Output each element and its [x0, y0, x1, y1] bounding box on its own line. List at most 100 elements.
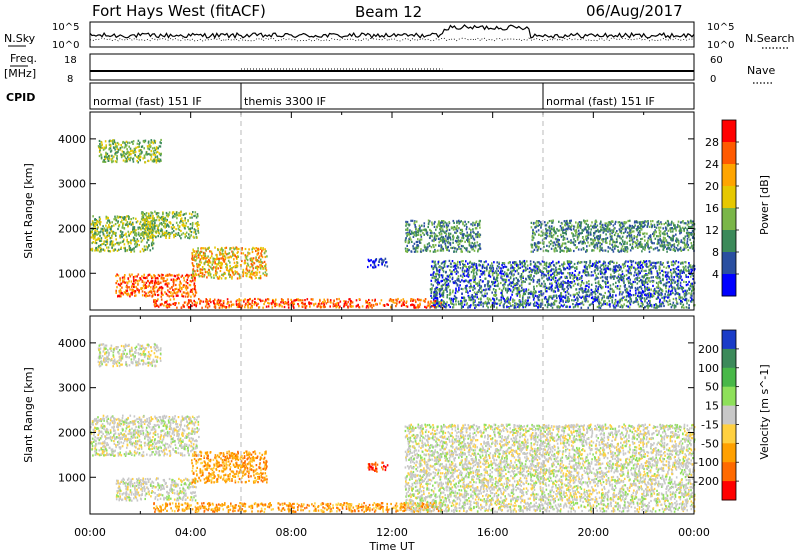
range-gate-cell — [509, 289, 512, 292]
range-gate-cell — [682, 265, 685, 269]
range-gate-cell — [173, 298, 175, 301]
range-gate-cell — [609, 262, 611, 266]
range-gate-cell — [494, 291, 497, 294]
range-gate-cell — [182, 291, 185, 294]
range-gate-cell — [103, 227, 106, 230]
range-gate-cell — [114, 151, 117, 154]
range-gate-cell — [442, 247, 444, 250]
range-gate-cell — [231, 250, 233, 253]
range-gate-cell — [621, 299, 623, 302]
range-gate-cell — [528, 303, 531, 306]
range-gate-cell — [565, 294, 567, 297]
range-gate-cell — [691, 273, 693, 276]
range-gate-cell — [120, 156, 123, 159]
range-gate-cell — [99, 143, 101, 146]
range-gate-cell — [569, 294, 572, 297]
range-gate-cell — [213, 266, 215, 269]
range-gate-cell — [566, 276, 568, 279]
range-gate-cell — [554, 269, 557, 272]
range-gate-cell — [114, 145, 117, 148]
range-gate-cell — [213, 274, 215, 277]
range-gate-cell — [548, 262, 551, 266]
range-gate-cell — [581, 288, 584, 291]
range-gate-cell — [186, 273, 188, 276]
range-gate-cell — [414, 306, 417, 309]
range-gate-cell — [192, 235, 195, 238]
range-gate-cell — [217, 263, 220, 266]
range-gate-cell — [560, 269, 562, 272]
range-gate-cell — [523, 261, 526, 264]
range-gate-cell — [145, 281, 148, 284]
range-gate-cell — [480, 269, 482, 273]
range-gate-cell — [113, 155, 115, 158]
range-gate-cell — [578, 295, 581, 298]
range-gate-cell — [258, 271, 261, 274]
range-gate-cell — [663, 296, 665, 299]
range-gate-cell — [299, 299, 301, 302]
range-gate-cell — [472, 304, 475, 307]
range-gate-cell — [174, 212, 176, 216]
range-gate-cell — [238, 305, 240, 308]
range-gate-cell — [216, 276, 219, 279]
range-gate-cell — [625, 291, 627, 294]
range-gate-cell — [555, 295, 557, 298]
range-gate-cell — [366, 302, 369, 305]
range-gate-cell — [157, 294, 159, 297]
range-gate-cell — [132, 223, 134, 226]
range-gate-cell — [145, 226, 148, 230]
range-gate-cell — [156, 159, 158, 162]
range-gate-cell — [240, 252, 243, 255]
range-gate-cell — [165, 282, 168, 285]
range-gate-cell — [257, 247, 259, 251]
range-gate-cell — [136, 238, 139, 241]
range-gate-cell — [442, 238, 445, 241]
range-gate-cell — [537, 265, 540, 268]
range-gate-cell — [196, 266, 199, 269]
range-gate-cell — [692, 274, 695, 277]
range-gate-cell — [411, 240, 413, 243]
range-gate-cell — [445, 235, 447, 238]
range-gate-cell — [410, 232, 413, 235]
range-gate-cell — [91, 233, 94, 236]
range-gate-cell — [503, 303, 505, 306]
range-gate-cell — [149, 222, 151, 225]
range-gate-cell — [160, 227, 163, 231]
range-gate-cell — [517, 302, 519, 306]
range-gate-cell — [130, 218, 132, 221]
range-gate-cell — [489, 269, 491, 272]
range-gate-cell — [192, 274, 194, 277]
range-gate-cell — [450, 302, 452, 305]
range-gate-cell — [201, 266, 204, 269]
range-gate-cell — [133, 285, 135, 289]
range-gate-cell — [646, 281, 649, 284]
range-gate-cell — [261, 256, 264, 259]
range-gate-cell — [554, 290, 557, 293]
range-gate-cell — [297, 303, 299, 306]
range-gate-cell — [659, 261, 662, 264]
range-gate-cell — [142, 235, 145, 238]
range-gate-cell — [379, 302, 381, 305]
range-gate-cell — [139, 149, 142, 152]
range-gate-cell — [233, 248, 235, 251]
range-gate-cell — [173, 226, 176, 229]
range-gate-cell — [406, 305, 409, 308]
range-gate-cell — [474, 306, 476, 309]
range-gate-cell — [418, 224, 421, 227]
range-gate-cell — [644, 289, 646, 293]
range-gate-cell — [573, 262, 576, 266]
range-gate-cell — [112, 142, 114, 146]
range-gate-cell — [641, 294, 643, 297]
range-gate-cell — [649, 272, 651, 275]
range-gate-cell — [152, 142, 155, 145]
range-gate-cell — [206, 247, 209, 250]
range-gate-cell — [475, 235, 477, 238]
range-gate-cell — [177, 290, 180, 293]
range-gate-cell — [158, 288, 161, 291]
range-gate-cell — [114, 148, 116, 151]
range-gate-cell — [256, 273, 258, 276]
range-gate-cell — [457, 227, 459, 230]
range-gate-cell — [131, 273, 133, 276]
range-gate-cell — [101, 146, 104, 149]
range-gate-cell — [661, 263, 664, 266]
range-gate-cell — [436, 272, 438, 275]
